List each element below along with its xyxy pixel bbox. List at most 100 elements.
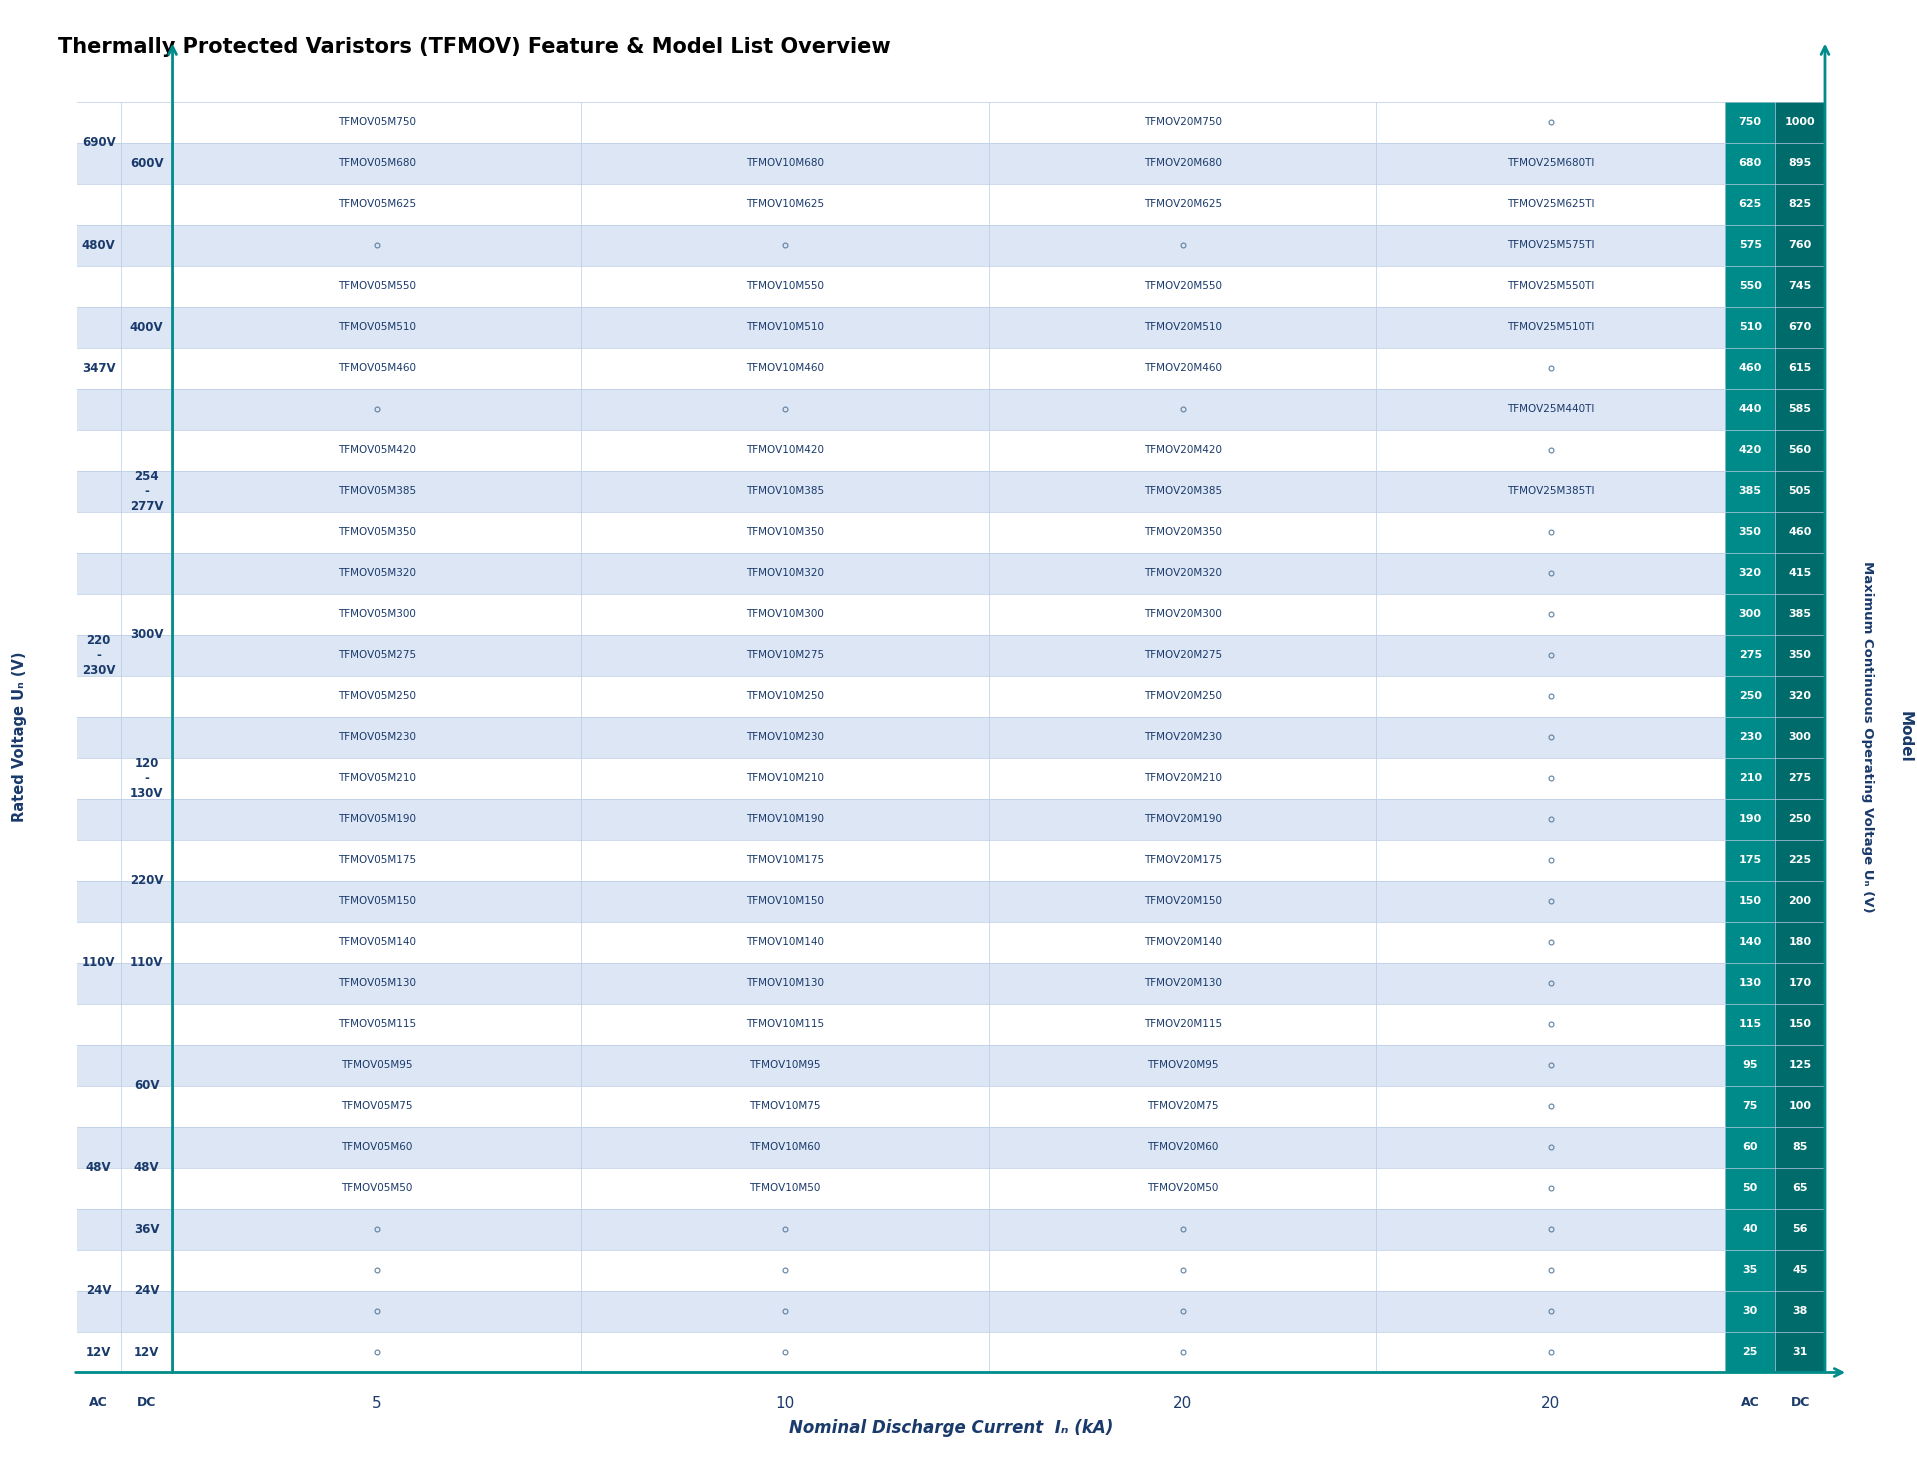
Text: 24V: 24V — [86, 1284, 111, 1297]
Text: TFMOV25M440TI: TFMOV25M440TI — [1507, 405, 1595, 414]
Text: TFMOV20M420: TFMOV20M420 — [1144, 446, 1221, 456]
Text: TFMOV10M115: TFMOV10M115 — [746, 1018, 824, 1029]
Text: TFMOV10M320: TFMOV10M320 — [746, 568, 824, 578]
Bar — [77, 1045, 121, 1085]
Text: 575: 575 — [1739, 240, 1762, 251]
Text: TFMOV10M130: TFMOV10M130 — [746, 978, 824, 988]
Text: TFMOV05M190: TFMOV05M190 — [337, 814, 416, 825]
Text: TFMOV20M750: TFMOV20M750 — [1144, 118, 1221, 127]
Bar — [173, 1208, 1725, 1250]
Text: 510: 510 — [1739, 322, 1762, 332]
Text: 275: 275 — [1739, 650, 1762, 660]
Text: TFMOV10M140: TFMOV10M140 — [746, 937, 824, 947]
Text: 60: 60 — [1743, 1142, 1758, 1152]
Text: Rated Voltage Uₙ (V): Rated Voltage Uₙ (V) — [12, 651, 27, 823]
Text: 56: 56 — [1792, 1224, 1808, 1234]
Bar — [121, 1126, 173, 1167]
Text: TFMOV20M460: TFMOV20M460 — [1144, 363, 1221, 373]
Text: 600V: 600V — [130, 157, 163, 170]
Text: TFMOV10M625: TFMOV10M625 — [746, 200, 824, 210]
Bar — [77, 471, 121, 511]
Bar — [121, 717, 173, 758]
Text: 48V: 48V — [86, 1161, 111, 1174]
Text: 125: 125 — [1789, 1061, 1812, 1069]
Bar — [121, 511, 173, 552]
Text: 48V: 48V — [134, 1161, 159, 1174]
Text: 65: 65 — [1792, 1183, 1808, 1193]
Bar — [121, 552, 173, 594]
Bar — [121, 1167, 173, 1208]
Text: TFMOV05M95: TFMOV05M95 — [341, 1061, 412, 1069]
Text: 5: 5 — [372, 1396, 381, 1410]
Text: TFMOV05M115: TFMOV05M115 — [337, 1018, 416, 1029]
Text: TFMOV10M460: TFMOV10M460 — [746, 363, 824, 373]
Text: 95: 95 — [1743, 1061, 1758, 1069]
Text: 505: 505 — [1789, 487, 1812, 497]
Text: 385: 385 — [1789, 609, 1812, 619]
Text: Thermally Protected Varistors (TFMOV) Feature & Model List Overview: Thermally Protected Varistors (TFMOV) Fe… — [58, 36, 889, 57]
Text: TFMOV05M210: TFMOV05M210 — [337, 774, 416, 784]
Text: 550: 550 — [1739, 281, 1762, 291]
Bar — [121, 839, 173, 880]
Text: 110V: 110V — [82, 956, 115, 969]
Bar — [173, 1167, 1725, 1208]
Text: TFMOV10M385: TFMOV10M385 — [746, 487, 824, 497]
Bar — [173, 1045, 1725, 1085]
Text: 50: 50 — [1743, 1183, 1758, 1193]
Bar — [121, 1045, 173, 1085]
Bar — [77, 635, 121, 676]
Bar — [173, 676, 1725, 717]
Text: 210: 210 — [1739, 774, 1762, 784]
Text: Nominal Discharge Current  Iₙ (kA): Nominal Discharge Current Iₙ (kA) — [788, 1419, 1114, 1437]
Text: TFMOV05M385: TFMOV05M385 — [337, 487, 416, 497]
Text: 480V: 480V — [82, 239, 115, 252]
Text: 140: 140 — [1739, 937, 1762, 947]
Text: 680: 680 — [1739, 159, 1762, 169]
Bar — [173, 102, 1725, 143]
Bar — [77, 348, 121, 389]
Text: 30: 30 — [1743, 1305, 1758, 1316]
Text: 760: 760 — [1789, 240, 1812, 251]
Text: TFMOV10M175: TFMOV10M175 — [746, 855, 824, 865]
Bar — [121, 102, 173, 143]
Bar — [173, 389, 1725, 430]
Bar — [77, 1126, 121, 1167]
Text: DC: DC — [136, 1396, 157, 1409]
Text: Model: Model — [1898, 711, 1913, 763]
Text: 275: 275 — [1789, 774, 1812, 784]
Text: AC: AC — [90, 1396, 107, 1409]
Text: 175: 175 — [1739, 855, 1762, 865]
Text: TFMOV05M140: TFMOV05M140 — [337, 937, 416, 947]
Bar — [77, 922, 121, 963]
Text: TFMOV05M320: TFMOV05M320 — [337, 568, 416, 578]
Text: 560: 560 — [1789, 446, 1812, 456]
Bar — [77, 307, 121, 348]
Text: TFMOV10M230: TFMOV10M230 — [746, 733, 824, 742]
Bar — [121, 1250, 173, 1291]
Text: TFMOV10M250: TFMOV10M250 — [746, 691, 824, 701]
Text: 25: 25 — [1743, 1348, 1758, 1356]
Text: 415: 415 — [1789, 568, 1812, 578]
Bar — [77, 880, 121, 922]
Text: TFMOV10M680: TFMOV10M680 — [746, 159, 824, 169]
Bar — [121, 758, 173, 798]
Text: TFMOV20M130: TFMOV20M130 — [1144, 978, 1221, 988]
Bar — [173, 267, 1725, 307]
Bar — [121, 798, 173, 839]
Bar — [77, 1332, 121, 1372]
Bar — [77, 267, 121, 307]
Text: 20: 20 — [1173, 1396, 1192, 1410]
Bar — [77, 1250, 121, 1291]
Bar — [121, 1208, 173, 1250]
Text: TFMOV25M550TI: TFMOV25M550TI — [1507, 281, 1595, 291]
Bar — [173, 348, 1725, 389]
Text: 130: 130 — [1739, 978, 1762, 988]
Text: TFMOV05M60: TFMOV05M60 — [341, 1142, 412, 1152]
Text: 220V: 220V — [130, 874, 163, 887]
Bar — [121, 635, 173, 676]
Text: DC: DC — [1790, 1396, 1810, 1409]
Bar — [173, 307, 1725, 348]
Bar — [173, 635, 1725, 676]
Text: 190: 190 — [1739, 814, 1762, 825]
Bar — [173, 1250, 1725, 1291]
